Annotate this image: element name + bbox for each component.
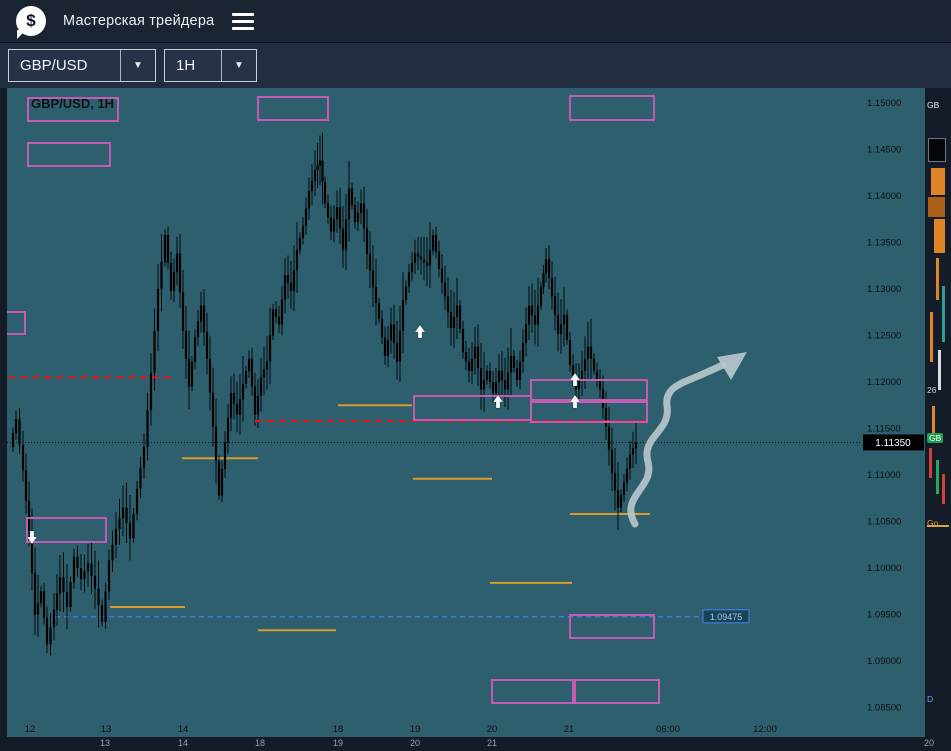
logo-bubble-tail	[17, 30, 26, 39]
buy-arrow-icon[interactable]	[492, 394, 504, 409]
price-tick-label: 1.10000	[867, 563, 901, 574]
background-time-label: 14	[178, 738, 189, 748]
time-tick-label: 18	[333, 724, 344, 735]
background-chart-fragment	[927, 525, 949, 527]
time-tick-label: 12	[25, 724, 36, 735]
symbol-select[interactable]: GBP/USD ▼	[8, 49, 156, 82]
dropdown-divider	[120, 50, 121, 81]
time-tick-label: 20	[487, 724, 498, 735]
sell-arrow-icon[interactable]	[26, 530, 38, 545]
background-chart-fragment	[932, 406, 935, 436]
price-tick-label: 1.08500	[867, 703, 901, 714]
supply-demand-zone-box[interactable]	[530, 399, 648, 423]
supply-demand-zone-box[interactable]	[7, 311, 26, 335]
timeframe-select[interactable]: 1H ▼	[164, 49, 257, 82]
current-price-text: 1.11350	[875, 438, 911, 449]
timeframe-value: 1H	[176, 57, 196, 74]
hamburger-bar	[232, 26, 255, 30]
trend-arrow-drawing[interactable]	[627, 361, 727, 528]
price-tick-label: 1.13500	[867, 238, 901, 249]
supply-demand-zone-box[interactable]	[572, 679, 660, 704]
background-chart-fragment	[936, 258, 939, 300]
supply-demand-zone-box[interactable]	[491, 679, 576, 704]
price-tick-label: 1.12000	[867, 377, 901, 388]
buy-arrow-icon[interactable]	[569, 372, 581, 387]
chart-panel[interactable]: 1.15000 1.14500 1.14000 1.13500 1.13000 1.125…	[7, 88, 925, 737]
time-tick-label: 14	[178, 724, 189, 735]
price-tick-label: 1.11500	[867, 424, 901, 435]
supply-demand-zone-box[interactable]	[26, 517, 107, 543]
dropdown-divider	[221, 50, 222, 81]
supply-demand-zone-box[interactable]	[413, 395, 532, 421]
candles	[11, 132, 638, 656]
supply-demand-zone-box[interactable]	[569, 95, 655, 121]
supply-demand-zone-box[interactable]	[257, 96, 329, 121]
time-axis[interactable]: 12 13 14 18 19 20 21 06:00 12:00	[25, 724, 777, 735]
hamburger-bar	[232, 12, 255, 16]
price-tick-label: 1.12500	[867, 331, 901, 342]
alert-price-label[interactable]	[702, 609, 750, 624]
price-axis[interactable]: 1.15000 1.14500 1.14000 1.13500 1.13000 1.125…	[867, 98, 901, 714]
supply-demand-zone-box[interactable]	[27, 142, 111, 167]
background-chart-fragment	[929, 448, 932, 478]
background-window-label: GB	[927, 100, 940, 110]
supply-demand-zone-box[interactable]	[530, 379, 648, 403]
supply-demand-zone-box[interactable]	[27, 97, 119, 122]
background-time-label: 13	[100, 738, 111, 748]
alert-price-text: 1.09475	[710, 612, 743, 622]
price-tick-label: 1.09000	[867, 656, 901, 667]
background-time-label: 20	[924, 738, 935, 748]
price-tick-label: 1.10500	[867, 517, 901, 528]
chart-canvas[interactable]: 1.15000 1.14500 1.14000 1.13500 1.13000 1.125…	[7, 88, 925, 737]
chart-toolbar: GBP/USD ▼ 1H ▼	[0, 43, 951, 88]
supply-demand-zone-box[interactable]	[569, 614, 655, 639]
app-title: Мастерская трейдера	[63, 13, 215, 29]
background-window-label: D	[927, 694, 934, 704]
background-time-label: 19	[333, 738, 344, 748]
background-chart-fragment	[942, 474, 945, 504]
chart-symbol-title: GBP/USD, 1H	[31, 96, 115, 111]
background-chart-fragment	[936, 460, 939, 494]
time-tick-label: 19	[410, 724, 421, 735]
current-price-badge	[863, 434, 924, 451]
time-tick-label: 21	[564, 724, 575, 735]
time-tick-label: 12:00	[753, 724, 777, 735]
background-time-label: 18	[255, 738, 266, 748]
price-tick-label: 1.11000	[867, 470, 901, 481]
trend-arrow-head[interactable]	[717, 352, 747, 380]
chevron-down-icon[interactable]: ▼	[133, 60, 143, 71]
time-tick-label: 13	[101, 724, 112, 735]
background-chart-fragment	[938, 350, 941, 390]
background-chart-fragment	[934, 219, 945, 253]
buy-arrow-icon[interactable]	[569, 394, 581, 409]
background-chart-fragment	[931, 168, 945, 195]
price-tick-label: 1.14000	[867, 191, 901, 202]
background-window-label: 26	[927, 385, 937, 395]
symbol-value: GBP/USD	[20, 57, 88, 74]
chevron-down-icon[interactable]: ▼	[234, 60, 244, 71]
background-window-right-strip: GB 26 GB Go D	[925, 88, 951, 737]
background-chart-fragment	[928, 138, 946, 162]
top-navbar: $ Мастерская трейдера	[0, 0, 951, 43]
background-time-label: 21	[487, 738, 498, 748]
hamburger-menu-icon[interactable]	[232, 12, 255, 30]
background-chart-fragment	[942, 286, 945, 342]
time-tick-label: 06:00	[656, 724, 680, 735]
background-time-label: 20	[410, 738, 421, 748]
background-window-bottom-strip: 13 14 18 19 20 21 20	[0, 737, 951, 751]
hamburger-bar	[232, 19, 255, 23]
price-tick-label: 1.13000	[867, 284, 901, 295]
price-tick-label: 1.15000	[867, 98, 901, 109]
background-chart-fragment	[930, 312, 933, 362]
buy-arrow-icon[interactable]	[414, 324, 426, 339]
background-window-label: Go	[927, 518, 939, 528]
background-window-label: GB	[927, 433, 944, 443]
app-logo[interactable]: $	[16, 6, 46, 39]
background-chart-fragment	[928, 197, 945, 217]
price-tick-label: 1.14500	[867, 145, 901, 156]
price-tick-label: 1.09500	[867, 610, 901, 621]
